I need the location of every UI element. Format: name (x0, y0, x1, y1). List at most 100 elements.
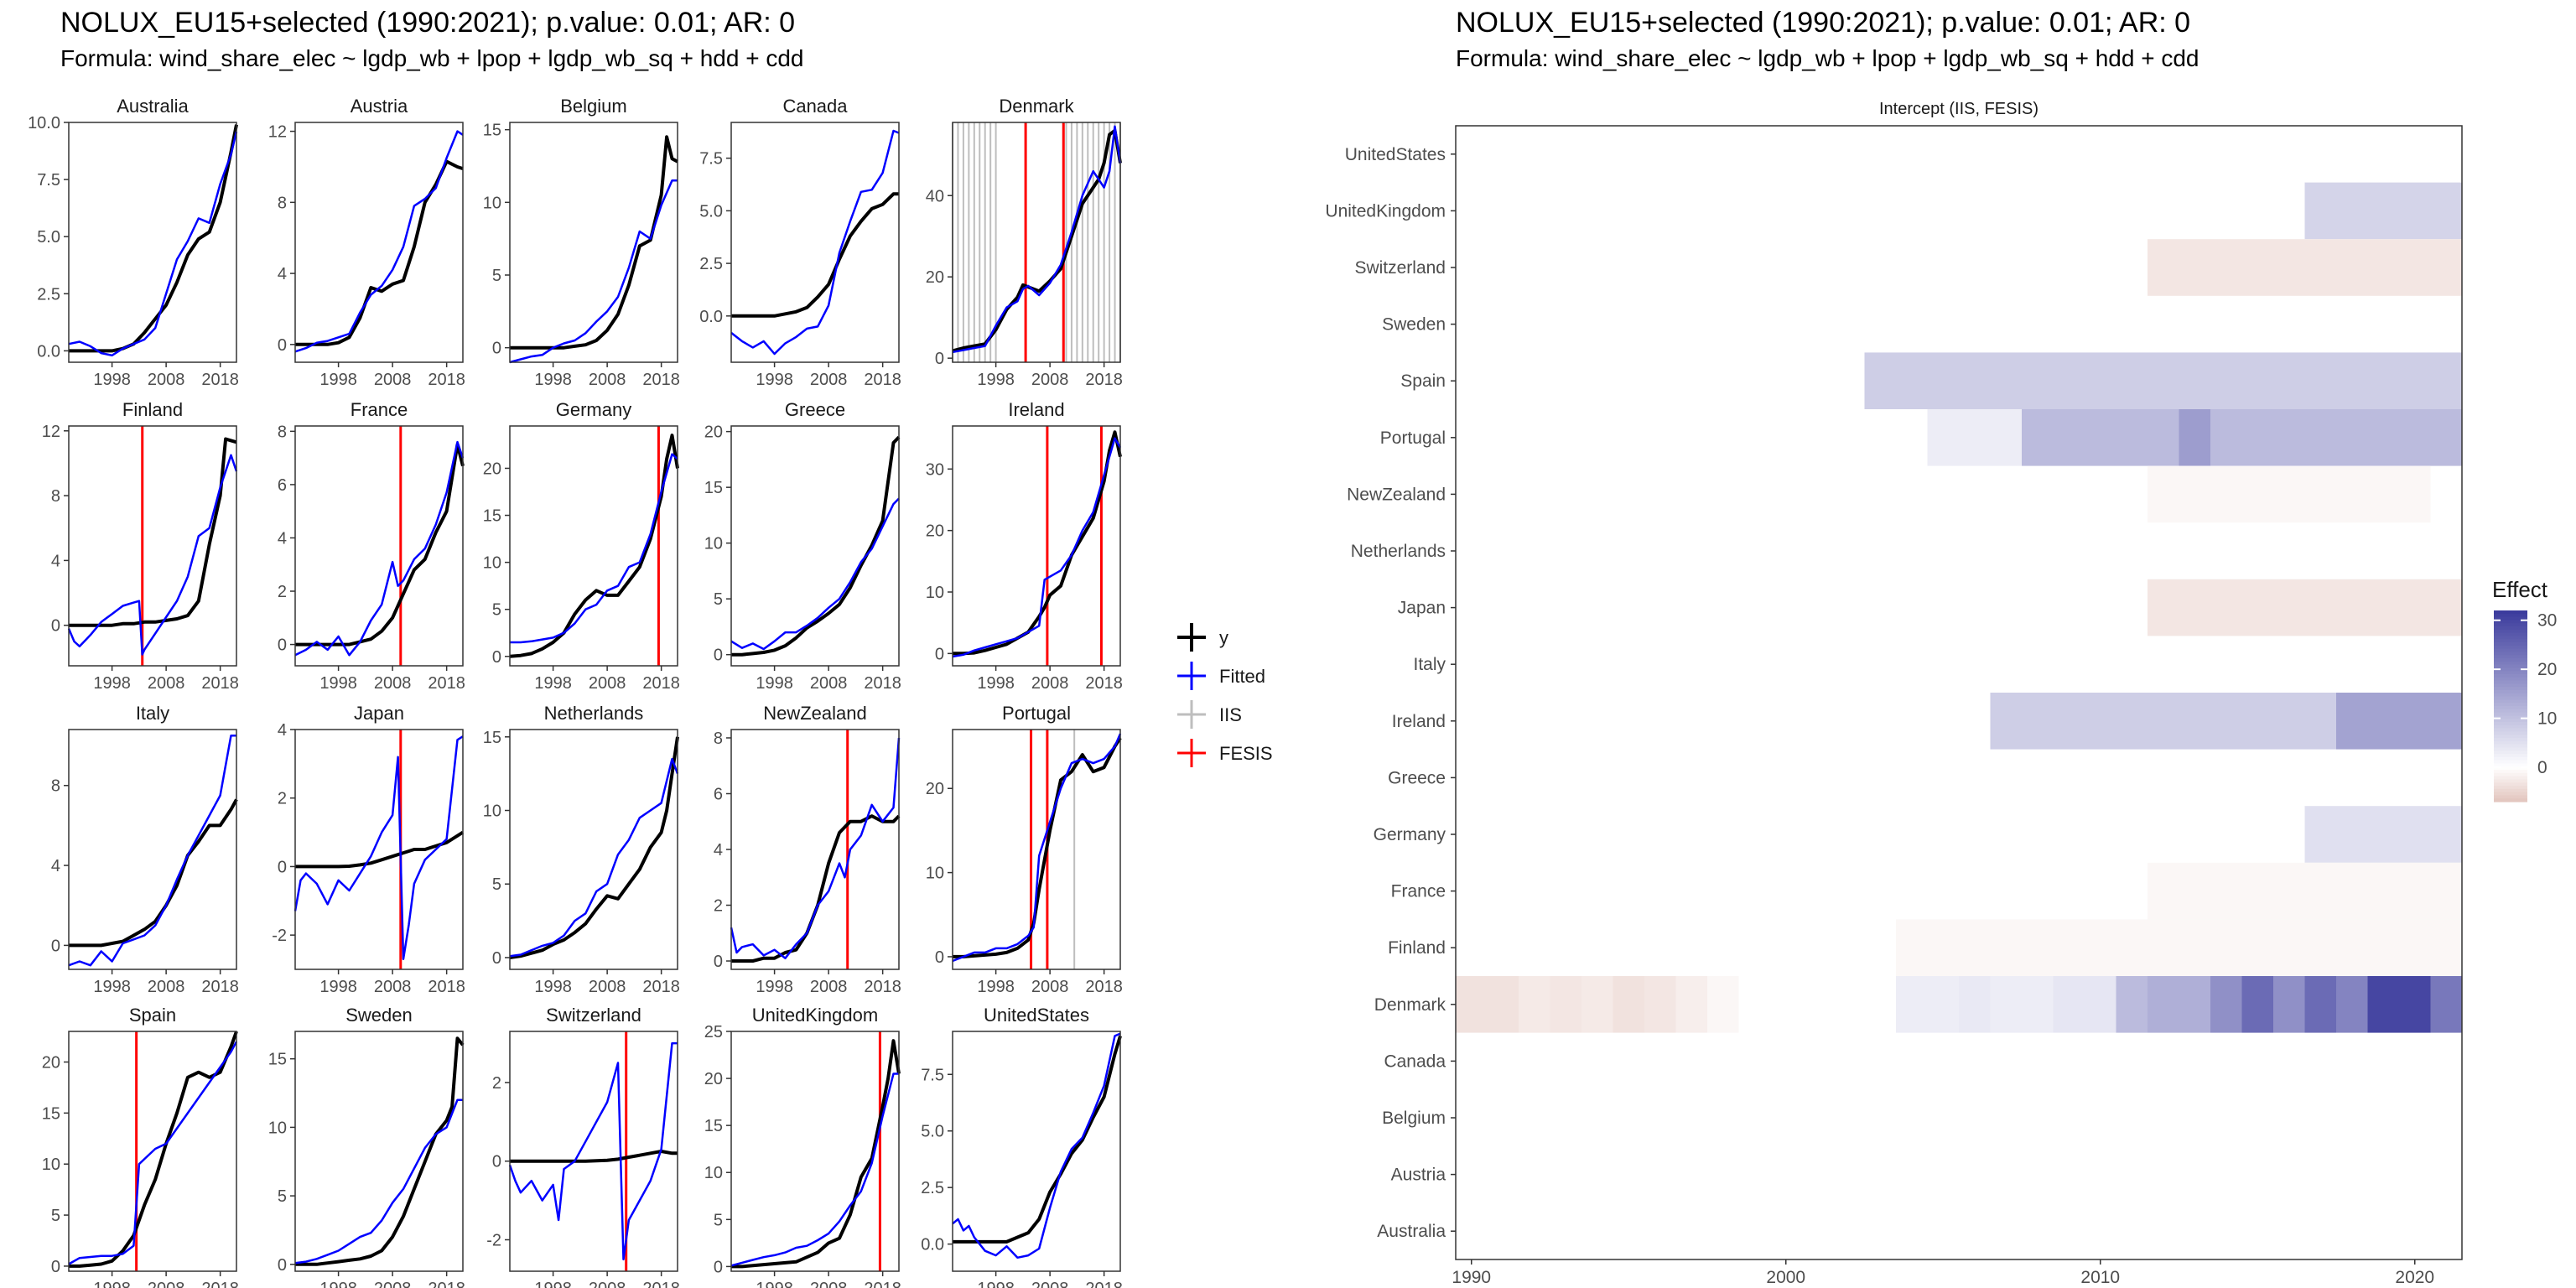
y-tick-label: 0 (714, 953, 723, 971)
colorbar-segment (2494, 763, 2527, 767)
legend-label: y (1219, 627, 1228, 648)
x-tick-label: 1998 (977, 674, 1015, 693)
x-tick-label: 1998 (93, 371, 131, 389)
facet-label: Ireland (1008, 399, 1064, 420)
y-tick-label: 10 (926, 584, 944, 602)
y-category-label: Greece (1388, 768, 1446, 787)
y-tick-label: 8 (51, 487, 60, 506)
y-tick-label: 0 (278, 858, 287, 876)
x-tick-label: 2018 (201, 371, 239, 389)
x-tick-label: 2008 (374, 978, 412, 996)
legend-label: Fitted (1219, 666, 1265, 687)
y-category-label: Australia (1377, 1222, 1446, 1241)
y-tick-label: 20 (704, 423, 723, 442)
y-category-label: Belgium (1382, 1109, 1446, 1128)
facet-label: Sweden (345, 1005, 413, 1026)
colorbar-segment (2494, 724, 2527, 730)
colorbar-segment (2494, 747, 2527, 751)
panel-border (68, 1031, 237, 1272)
colorbar-segment (2494, 658, 2527, 662)
y-tick-label: 40 (926, 187, 944, 205)
colorbar-segment (2494, 616, 2527, 621)
colorbar-segment (2494, 782, 2527, 787)
heatmap-cell-denmark (2148, 976, 2210, 1033)
colorbar-segment (2494, 674, 2527, 678)
colorbar-segment (2494, 687, 2527, 691)
series-y-line (295, 1036, 465, 1266)
y-tick-label: 0 (935, 645, 944, 663)
colorbar-segment (2494, 750, 2527, 755)
x-tick-label: 2010 (2080, 1268, 2120, 1287)
series-fitted-line (730, 129, 900, 356)
series-y-line (69, 1031, 238, 1268)
series-fitted-line (294, 440, 465, 657)
heatmap-cell-denmark (2053, 976, 2116, 1033)
y-tick-label: 4 (51, 552, 60, 570)
y-tick-label: 0 (278, 1256, 287, 1275)
heatmap-cell-denmark (1707, 976, 1739, 1033)
x-tick-label: 2018 (428, 371, 465, 389)
colorbar-tick-label: 30 (2537, 611, 2557, 631)
x-tick-label: 2008 (810, 674, 848, 693)
series-fitted-line (730, 737, 901, 959)
y-tick-label: 10 (926, 865, 944, 883)
x-tick-label: 2018 (1085, 978, 1123, 996)
series-fitted-line (952, 437, 1122, 658)
y-tick-label: 0 (51, 617, 60, 636)
y-tick-label: 15 (483, 507, 501, 526)
facet-greece: Greece 0 5 10 15 20 1998 2008 2018 (704, 399, 901, 693)
series-y-line (295, 443, 465, 647)
legend-label: FESIS (1219, 743, 1273, 764)
heatmap-cell-portugal (2179, 409, 2210, 466)
series-fitted-line (730, 497, 900, 651)
facet-germany: Germany 0 5 10 15 20 1998 2008 2018 (483, 399, 680, 693)
y-tick-label: 20 (704, 1070, 723, 1088)
colorbar-segment (2494, 744, 2527, 748)
facet-japan: Japan -2 0 2 4 1998 2008 2018 (272, 703, 465, 996)
colorbar-segment (2494, 766, 2527, 771)
y-tick-label: 0 (714, 1258, 723, 1276)
y-tick-label: 4 (278, 265, 287, 283)
colorbar-segment (2494, 699, 2527, 704)
y-tick-label: 15 (704, 479, 723, 497)
x-tick-label: 2008 (810, 1280, 848, 1288)
y-tick-label: 10 (483, 554, 501, 573)
colorbar-segment (2494, 613, 2527, 618)
colorbar-segment (2494, 792, 2527, 796)
heatmap-cell-germany (2304, 806, 2462, 863)
right-chart-title: NOLUX_EU15+selected (1990:2021); p.value… (1456, 7, 2191, 39)
y-category-label: Italy (1413, 655, 1446, 674)
colorbar-segment (2494, 680, 2527, 684)
y-tick-label: 2.5 (699, 255, 723, 273)
x-tick-label: 1998 (534, 674, 572, 693)
heatmap-panel: Intercept (IIS, FESIS) UnitedStates United… (1325, 100, 2463, 1287)
series-y-line (509, 434, 679, 658)
panel-border (509, 1031, 678, 1272)
heatmap-cell-denmark (2210, 976, 2242, 1033)
y-tick-label: 4 (51, 857, 60, 875)
series-y-line (509, 736, 679, 959)
heatmap-cell-denmark (1990, 976, 2054, 1033)
series-y-line (731, 192, 899, 318)
y-tick-label: 0 (714, 647, 723, 665)
y-category-label: Finland (1388, 938, 1446, 958)
heatmap-cell-denmark (1550, 976, 1581, 1033)
colorbar-segment (2494, 722, 2527, 726)
y-tick-label: 0 (278, 336, 287, 355)
series-fitted-line (952, 1032, 1121, 1259)
facet-label: Belgium (560, 96, 626, 117)
series-y-line (953, 1035, 1122, 1244)
heatmap-cell-denmark (1896, 976, 1959, 1033)
y-tick-label: 15 (483, 122, 501, 140)
colorbar-segment (2494, 655, 2527, 659)
x-tick-label: 2008 (1031, 674, 1069, 693)
x-tick-label: 1998 (977, 978, 1015, 996)
x-tick-label: 2008 (810, 978, 848, 996)
colorbar-segment (2494, 786, 2527, 790)
series-y-line (510, 1150, 678, 1163)
facet-spain: Spain 0 5 10 15 20 1998 2008 2018 (42, 1005, 239, 1288)
y-tick-label: 4 (278, 529, 287, 548)
facet-label: UnitedKingdom (752, 1005, 878, 1026)
colorbar-segment (2494, 728, 2527, 732)
